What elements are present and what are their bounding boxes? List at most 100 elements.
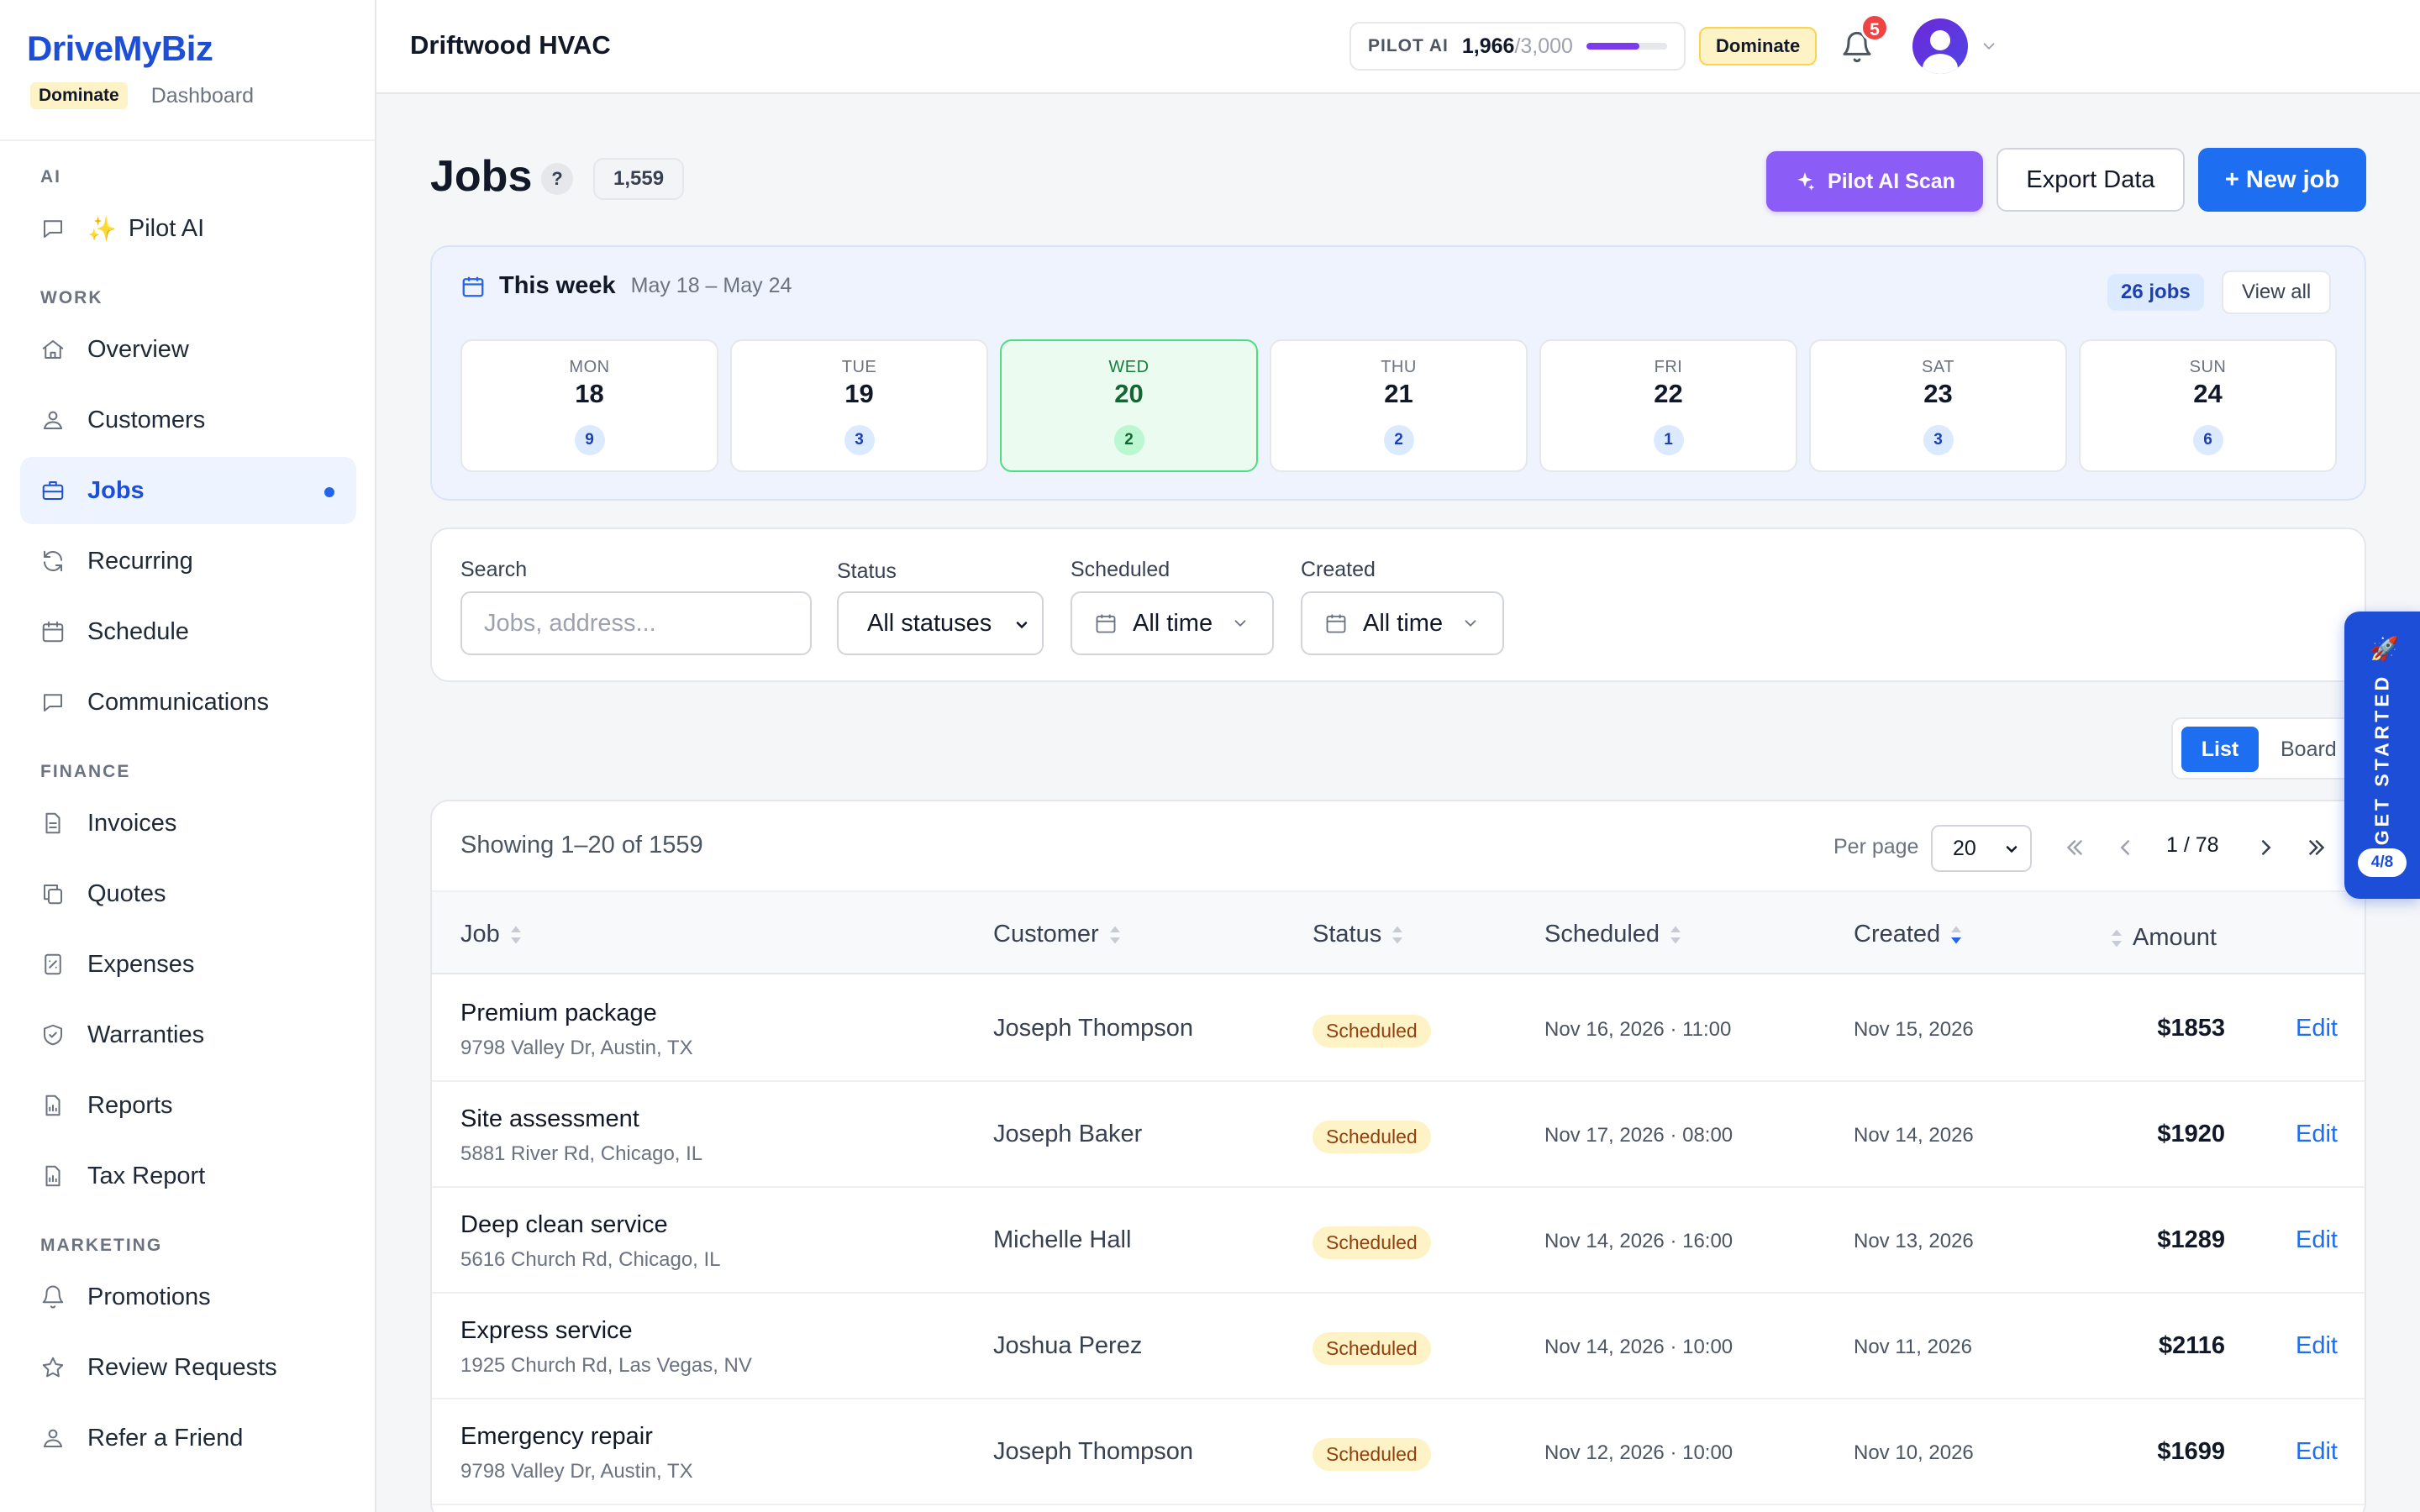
sidebar-item-tax-report[interactable]: Tax Report (20, 1142, 356, 1210)
sidebar-item-label: Expenses (87, 950, 195, 978)
sidebar-item-warranties[interactable]: Warranties (20, 1001, 356, 1068)
day-number: 20 (1114, 379, 1144, 408)
column-header-job[interactable]: Job (460, 921, 523, 948)
day-card-sat[interactable]: SAT 23 3 (1809, 339, 2067, 472)
last-page-icon[interactable] (2304, 835, 2329, 860)
day-job-count: 3 (844, 425, 875, 455)
created-filter[interactable]: All time (1301, 591, 1504, 655)
sidebar-item-jobs[interactable]: Jobs (20, 457, 356, 524)
sidebar-item-label: Schedule (87, 617, 189, 645)
day-card-mon[interactable]: MON 18 9 (460, 339, 718, 472)
edit-link[interactable]: Edit (2296, 1438, 2338, 1465)
column-header-amount[interactable]: Amount (2109, 924, 2217, 952)
day-card-thu[interactable]: THU 21 2 (1270, 339, 1528, 472)
scheduled-filter[interactable]: All time (1071, 591, 1274, 655)
sidebar-item-pilot-ai[interactable]: ✨ Pilot AI (20, 195, 356, 262)
table-row[interactable]: Deep clean service 5616 Church Rd, Chicag… (432, 1188, 2365, 1294)
pilot-ai-scan-button[interactable]: Pilot AI Scan (1766, 151, 1983, 212)
sidebar-item-communications[interactable]: Communications (20, 669, 356, 736)
report-icon (45, 1095, 60, 1116)
sidebar-item-invoices[interactable]: Invoices (20, 790, 356, 857)
amount: $1289 (2157, 1226, 2225, 1253)
sort-icon (510, 926, 521, 943)
column-header-created-label: Created (1854, 921, 1941, 948)
sidebar-item-recurring[interactable]: Recurring (20, 528, 356, 595)
table-row[interactable]: Premium package 9798 Valley Dr, Austin, T… (432, 976, 2365, 1082)
column-header-customer[interactable]: Customer (993, 921, 1123, 948)
job-address: 9798 Valley Dr, Austin, TX (460, 1460, 693, 1483)
avatar[interactable] (1912, 18, 1968, 74)
list-view-button[interactable]: List (2181, 727, 2259, 772)
column-header-status[interactable]: Status (1313, 921, 1405, 948)
first-page-icon[interactable] (2062, 835, 2087, 860)
get-started-tab[interactable]: 🚀 GET STARTED 4/8 (2344, 612, 2420, 899)
day-number: 23 (1923, 379, 1953, 408)
job-title: Express service (460, 1317, 633, 1344)
job-address: 5881 River Rd, Chicago, IL (460, 1142, 703, 1165)
sidebar-item-label: Review Requests (87, 1353, 277, 1381)
job-address: 9798 Valley Dr, Austin, TX (460, 1037, 693, 1059)
sparkles-icon: ✨ (87, 215, 117, 242)
search-input[interactable]: Jobs, address... (460, 591, 812, 655)
next-page-icon[interactable] (2254, 835, 2279, 860)
created-date: Nov 10, 2026 (1854, 1441, 1974, 1464)
prev-page-icon[interactable] (2112, 835, 2138, 860)
sidebar-item-promotions[interactable]: Promotions (20, 1263, 356, 1331)
sidebar-item-review-requests[interactable]: Review Requests (20, 1334, 356, 1401)
bell-icon[interactable] (1840, 30, 1874, 64)
edit-link[interactable]: Edit (2296, 1226, 2338, 1253)
filters-panel: Search Jobs, address... Status All statu… (430, 528, 2366, 682)
day-card-wed[interactable]: WED 20 2 (1000, 339, 1258, 472)
plan-badge-top[interactable]: Dominate (1699, 27, 1818, 66)
chevron-down-icon (1016, 622, 1028, 629)
day-card-sun[interactable]: SUN 24 6 (2079, 339, 2337, 472)
day-card-fri[interactable]: FRI 22 1 (1539, 339, 1797, 472)
table-row[interactable]: Site assessment 5881 River Rd, Chicago, I… (432, 1082, 2365, 1188)
chat-icon (44, 220, 62, 238)
sidebar-item-customers[interactable]: Customers (20, 386, 356, 454)
view-all-button[interactable]: View all (2222, 270, 2332, 314)
per-page-select[interactable]: 20 (1931, 825, 2032, 872)
nav-section-work: WORK (40, 288, 103, 307)
pilot-ai-usage-meter[interactable]: PILOT AI 1,966 /3,000 (1349, 22, 1686, 71)
status-select[interactable]: All statuses (837, 591, 1044, 655)
table-row[interactable]: Express service 1925 Church Rd, Las Vegas… (432, 1294, 2365, 1399)
usage-progress-fill (1586, 43, 1639, 50)
showing-count: Showing 1–20 of 1559 (460, 832, 703, 858)
sidebar-item-schedule[interactable]: Schedule (20, 598, 356, 665)
edit-link[interactable]: Edit (2296, 1015, 2338, 1042)
chevron-down-icon[interactable] (1980, 37, 1998, 55)
sidebar-item-quotes[interactable]: Quotes (20, 860, 356, 927)
day-number: 19 (844, 379, 874, 408)
customer-name: Joseph Thompson (993, 1015, 1194, 1042)
board-view-button[interactable]: Board (2281, 738, 2337, 761)
edit-link[interactable]: Edit (2296, 1121, 2338, 1147)
day-card-tue[interactable]: TUE 19 3 (730, 339, 988, 472)
table-header: Job Customer Status Scheduled Created Am… (432, 890, 2365, 974)
week-range: May 18 – May 24 (630, 274, 792, 297)
users-icon (44, 411, 62, 429)
column-header-created[interactable]: Created (1854, 921, 1964, 948)
brand-logo[interactable]: DriveMyBiz (27, 29, 213, 68)
chevron-down-icon (1465, 620, 1476, 627)
sidebar-item-reports[interactable]: Reports (20, 1072, 356, 1139)
sidebar-item-expenses[interactable]: Expenses (20, 931, 356, 998)
table-row[interactable]: Emergency repair 9798 Valley Dr, Austin, … (432, 1399, 2365, 1505)
sidebar-item-refer-a-friend[interactable]: Refer a Friend (20, 1404, 356, 1472)
home-icon (42, 340, 64, 359)
sidebar-item-overview[interactable]: Overview (20, 316, 356, 383)
export-data-button[interactable]: Export Data (1996, 148, 2185, 212)
sidebar-item-label: Pilot AI (128, 214, 205, 242)
sidebar: DriveMyBiz Dominate Dashboard AI ✨ Pilot A… (0, 0, 376, 1512)
sidebar-divider (0, 139, 375, 141)
created-label: Created (1301, 558, 1376, 581)
job-title: Premium package (460, 1000, 657, 1026)
topbar: Driftwood HVAC (376, 0, 2420, 94)
new-job-button[interactable]: + New job (2198, 148, 2366, 212)
column-header-scheduled-label: Scheduled (1544, 921, 1660, 948)
help-icon[interactable]: ? (541, 163, 573, 195)
column-header-amount-label: Amount (2133, 924, 2217, 951)
column-header-scheduled[interactable]: Scheduled (1544, 921, 1683, 948)
receipt-icon (45, 953, 61, 975)
edit-link[interactable]: Edit (2296, 1332, 2338, 1359)
